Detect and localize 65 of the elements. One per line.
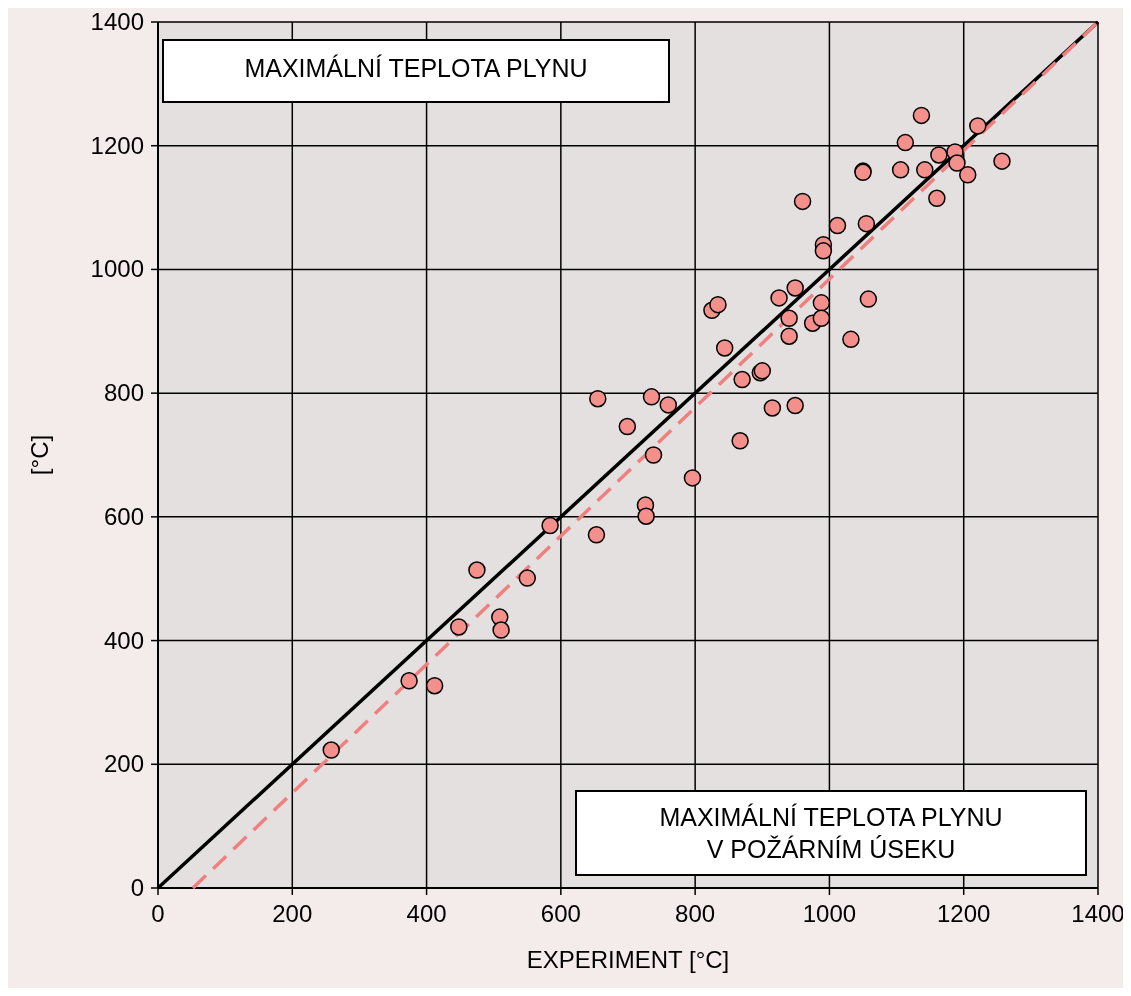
y-tick-label: 1200 <box>90 131 144 159</box>
point <box>786 396 804 415</box>
point <box>916 161 934 179</box>
point <box>969 117 987 135</box>
point <box>828 216 847 235</box>
point <box>425 676 444 695</box>
point <box>709 295 727 314</box>
point <box>642 388 661 406</box>
point <box>930 146 948 164</box>
point <box>891 161 910 179</box>
point <box>770 289 788 307</box>
x-axis-title: EXPERIMENT [°C] <box>526 946 730 973</box>
point <box>322 741 340 759</box>
point <box>541 516 559 535</box>
point <box>733 370 751 389</box>
point <box>793 192 812 211</box>
x-tick-label: 1200 <box>937 900 991 927</box>
y-tick-label: 1000 <box>90 255 144 283</box>
annotation: MAXIMÁLNÍ TEPLOTA PLYNU V POŽÁRNÍM ÚSEKU <box>659 803 1003 863</box>
point <box>644 446 663 464</box>
y-tick-label: 1400 <box>90 8 144 35</box>
point <box>731 432 749 450</box>
point <box>958 166 977 184</box>
x-tick-label: 600 <box>540 900 581 927</box>
point <box>896 133 915 152</box>
point <box>859 290 878 308</box>
point <box>589 389 607 408</box>
point <box>637 507 655 525</box>
point <box>786 279 804 297</box>
y-axis-title: [°C] <box>26 434 53 476</box>
point <box>912 106 931 125</box>
x-tick-label: 200 <box>272 900 313 927</box>
point <box>948 154 966 172</box>
y-tick-label: 600 <box>103 502 144 530</box>
point <box>468 561 486 579</box>
point <box>780 327 798 345</box>
point <box>518 569 537 587</box>
point <box>587 526 606 544</box>
x-tick-label: 0 <box>151 900 165 927</box>
point <box>928 189 946 208</box>
point <box>450 618 468 636</box>
point <box>492 621 510 639</box>
point <box>812 294 831 312</box>
point <box>857 214 876 233</box>
point <box>400 672 418 690</box>
y-tick-label: 0 <box>130 874 144 901</box>
text-box: MAXIMÁLNÍ TEPLOTA PLYNU <box>162 39 670 103</box>
point <box>842 330 860 349</box>
point <box>715 339 734 357</box>
point <box>780 309 798 328</box>
point <box>993 152 1011 170</box>
point <box>659 396 678 414</box>
y-tick-label: 800 <box>103 379 144 407</box>
point <box>683 469 702 487</box>
x-tick-label: 1000 <box>802 900 857 927</box>
x-tick-label: 400 <box>406 900 447 927</box>
y-tick-label: 200 <box>103 750 144 778</box>
point <box>812 309 831 328</box>
point <box>763 399 782 417</box>
text-box: MAXIMÁLNÍ TEPLOTA PLYNU V POŽÁRNÍM ÚSEKU <box>575 790 1087 876</box>
x-tick-label: 800 <box>675 900 716 927</box>
x-tick-label: 1400 <box>1071 900 1125 927</box>
point <box>814 242 833 260</box>
y-tick-label: 400 <box>103 626 144 654</box>
point <box>618 417 637 436</box>
